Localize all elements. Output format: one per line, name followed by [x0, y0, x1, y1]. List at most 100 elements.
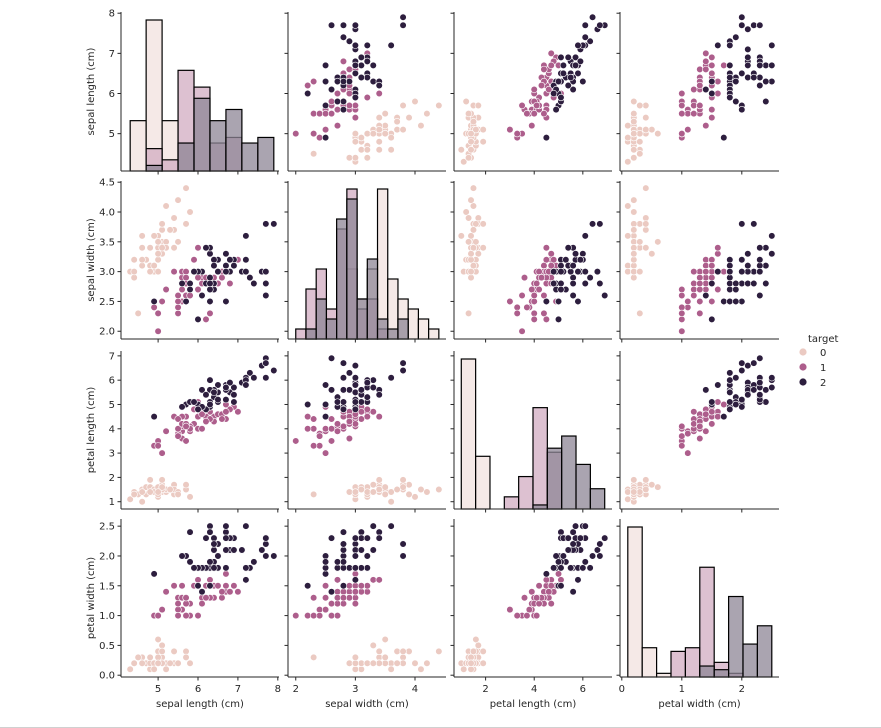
scatter-point	[624, 122, 632, 130]
scatter-point	[744, 391, 752, 399]
scatter-point	[242, 576, 250, 584]
hist-bar	[241, 142, 259, 172]
scatter-point	[557, 576, 565, 584]
scatter-point	[186, 291, 194, 300]
scatter-point	[768, 77, 776, 86]
scatter-point	[702, 386, 710, 394]
scatter-point	[351, 93, 359, 102]
scatter-point	[569, 85, 577, 94]
scatter-point	[393, 647, 401, 655]
scatter-point	[339, 552, 348, 560]
scatter-point	[423, 488, 431, 496]
scatter-point	[154, 309, 162, 317]
scatter-point	[158, 220, 166, 228]
scatter-point	[351, 420, 359, 428]
scatter-point	[206, 285, 214, 294]
scatter-point	[557, 268, 565, 276]
scatter-point	[708, 262, 716, 270]
scatter-point	[190, 268, 198, 276]
scatter-point	[333, 77, 342, 86]
scatter-point	[464, 109, 473, 118]
scatter-point	[182, 611, 190, 620]
scatter-point	[182, 600, 190, 608]
scatter-point	[547, 61, 555, 70]
scatter-point	[630, 238, 638, 246]
scatter-point	[744, 250, 752, 258]
scatter-point	[154, 238, 162, 246]
y-axis-label: petal width (cm)	[86, 557, 97, 639]
scatter-point	[182, 268, 190, 276]
scatter-point	[542, 576, 550, 584]
hist-bar	[756, 625, 773, 678]
scatter-point	[467, 665, 475, 673]
scatter-point	[206, 297, 214, 306]
scatter-point	[525, 606, 533, 614]
hist-bar	[532, 407, 548, 510]
scatter-point	[333, 576, 342, 584]
scatter-point	[537, 81, 546, 90]
scatter-point	[375, 476, 383, 484]
y-tick-label: 0.5	[99, 641, 115, 652]
scatter-point	[154, 250, 162, 258]
scatter-point	[310, 594, 318, 602]
scatter-point	[601, 291, 609, 300]
scatter-point	[678, 309, 686, 317]
scatter-point	[624, 158, 632, 166]
scatter-point	[405, 113, 413, 122]
scatter-point	[194, 315, 202, 323]
scatter-point	[357, 659, 365, 667]
scatter-point	[174, 425, 182, 433]
scatter-point	[214, 582, 222, 590]
scatter-point	[720, 134, 728, 142]
y-axis-label: petal length (cm)	[86, 387, 97, 474]
scatter-point	[222, 534, 230, 542]
scatter-point	[214, 552, 222, 560]
scatter-point	[387, 659, 395, 667]
scatter-point	[547, 582, 555, 590]
scatter-point	[469, 184, 478, 192]
scatter-point	[399, 483, 407, 491]
scatter-point	[162, 427, 170, 435]
scatter-point	[472, 635, 480, 644]
scatter-point	[545, 588, 553, 596]
scatter-point	[762, 386, 770, 394]
scatter-point	[624, 495, 632, 503]
scatter-point	[321, 606, 330, 614]
scatter-point	[744, 53, 752, 61]
scatter-point	[345, 434, 354, 443]
scatter-point	[624, 134, 632, 142]
scatter-point	[174, 659, 182, 667]
scatter-point	[310, 150, 318, 158]
x-tick-label: 1	[679, 684, 685, 695]
scatter-point	[182, 297, 190, 306]
scatter-point	[762, 262, 770, 270]
scatter-point	[210, 546, 218, 554]
scatter-point	[375, 81, 383, 90]
scatter-point	[738, 13, 746, 21]
scatter-point	[714, 268, 722, 276]
scatter-point	[174, 303, 182, 312]
scatter-point	[154, 611, 162, 620]
y-tick-label: 2	[109, 473, 115, 484]
scatter-point	[642, 184, 650, 192]
scatter-point	[696, 273, 704, 282]
scatter-point	[194, 611, 202, 620]
hist-bar	[460, 358, 477, 510]
x-axis-label: sepal length (cm)	[156, 699, 244, 710]
scatter-point	[714, 398, 722, 406]
panel-2-0: 1 2 3 4 5 6 7	[109, 351, 279, 513]
panel-0-1	[284, 12, 446, 175]
scatter-point	[571, 53, 580, 61]
scatter-point	[467, 268, 475, 276]
scatter-point	[375, 659, 383, 667]
scatter-point	[226, 279, 234, 288]
scatter-point	[630, 250, 638, 258]
scatter-point	[369, 546, 377, 554]
scatter-point	[399, 126, 407, 134]
scatter-point	[310, 425, 318, 433]
scatter-point	[708, 420, 716, 428]
scatter-point	[530, 109, 538, 118]
scatter-point	[170, 214, 178, 222]
scatter-point	[756, 391, 764, 399]
y-tick-label: 2.0	[99, 327, 115, 338]
